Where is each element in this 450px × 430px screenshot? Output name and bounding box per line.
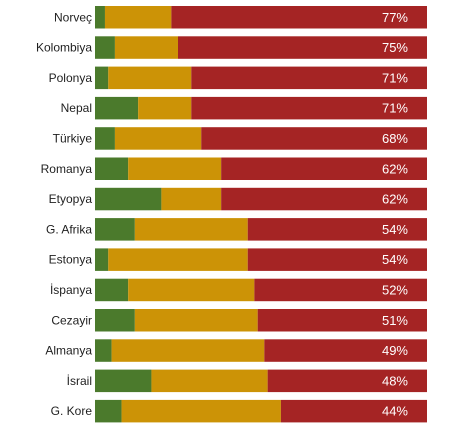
value-label: 75% — [382, 40, 408, 55]
bar-row: Cezayir 51% — [51, 309, 427, 332]
bar-segment-red — [191, 66, 427, 90]
bar-row: Kolombiya 75% — [36, 36, 427, 59]
bar-segment-yellow — [111, 339, 265, 362]
bar-segment-yellow — [128, 157, 222, 180]
bar-segment-green — [95, 187, 162, 211]
bar-row: Norveç 77% — [54, 6, 427, 29]
bar-segment-green — [95, 127, 115, 150]
category-label: Estonya — [49, 253, 93, 267]
bar-row: Nepal 71% — [61, 96, 427, 120]
bar-segment-red — [254, 278, 427, 302]
category-label: Nepal — [61, 101, 92, 115]
category-label: Almanya — [45, 344, 92, 358]
value-label: 44% — [382, 404, 408, 419]
category-label: İspanya — [50, 283, 92, 297]
bar-segment-red — [264, 339, 427, 362]
bar-segment-red — [280, 399, 427, 423]
value-label: 71% — [382, 70, 408, 85]
category-label: G. Kore — [51, 404, 93, 418]
bar-segment-yellow — [128, 278, 255, 302]
category-label: G. Afrika — [46, 222, 92, 236]
category-label: Türkiye — [53, 131, 93, 145]
bar-row: İspanya 52% — [50, 278, 427, 302]
value-label: 68% — [382, 131, 408, 146]
bar-segment-green — [95, 218, 135, 241]
bar-segment-yellow — [151, 369, 268, 393]
bar-segment-red — [221, 157, 427, 180]
chart-rows: Norveç 77% Kolombiya 75% Polonya 71% Nepal 71% T… — [36, 6, 427, 423]
bar-segment-red — [201, 127, 427, 150]
bar-segment-yellow — [134, 309, 258, 332]
bar-segment-red — [247, 248, 427, 271]
bar-segment-yellow — [121, 399, 281, 423]
bar-segment-green — [95, 96, 139, 120]
category-label: Norveç — [54, 10, 92, 24]
bar-row: G. Kore 44% — [51, 399, 427, 423]
bar-row: Almanya 49% — [45, 339, 427, 362]
bar-row: İsrail 48% — [67, 369, 427, 393]
bar-segment-yellow — [138, 96, 192, 120]
bar-segment-yellow — [114, 36, 178, 59]
bar-segment-green — [95, 309, 135, 332]
bar-segment-green — [95, 248, 109, 271]
bar-segment-red — [191, 96, 427, 120]
value-label: 54% — [382, 222, 408, 237]
value-label: 62% — [382, 192, 408, 207]
bar-segment-yellow — [161, 187, 222, 211]
bar-row: Etyopya 62% — [49, 187, 427, 211]
bar-segment-red — [257, 309, 427, 332]
bar-segment-red — [178, 36, 427, 59]
value-label: 48% — [382, 373, 408, 388]
category-label: Cezayir — [51, 313, 92, 327]
bar-segment-red — [221, 187, 427, 211]
bar-segment-green — [95, 6, 105, 29]
category-label: Romanya — [41, 162, 93, 176]
bar-segment-green — [95, 278, 129, 302]
bar-segment-green — [95, 339, 112, 362]
bar-segment-red — [171, 6, 427, 29]
bar-row: Romanya 62% — [41, 157, 427, 180]
bar-segment-green — [95, 66, 109, 90]
bar-row: G. Afrika 54% — [46, 218, 427, 241]
category-label: İsrail — [67, 374, 92, 388]
bar-segment-yellow — [114, 127, 202, 150]
value-label: 52% — [382, 282, 408, 297]
bar-segment-yellow — [108, 248, 248, 271]
bar-segment-red — [247, 218, 427, 241]
value-label: 54% — [382, 252, 408, 267]
value-label: 71% — [382, 101, 408, 116]
bar-segment-green — [95, 157, 129, 180]
bar-segment-yellow — [108, 66, 192, 90]
bar-segment-yellow — [134, 218, 248, 241]
value-label: 77% — [382, 10, 408, 25]
category-label: Kolombiya — [36, 41, 92, 55]
value-label: 51% — [382, 313, 408, 328]
bar-segment-green — [95, 36, 115, 59]
bar-segment-green — [95, 399, 122, 423]
bar-row: Türkiye 68% — [53, 127, 427, 150]
bar-segment-yellow — [104, 6, 172, 29]
bar-segment-green — [95, 369, 152, 393]
category-label: Etyopya — [49, 192, 93, 206]
bar-row: Polonya 71% — [49, 66, 427, 90]
bar-segment-red — [267, 369, 427, 393]
bar-row: Estonya 54% — [49, 248, 427, 271]
value-label: 62% — [382, 161, 408, 176]
category-label: Polonya — [49, 71, 93, 85]
value-label: 49% — [382, 343, 408, 358]
